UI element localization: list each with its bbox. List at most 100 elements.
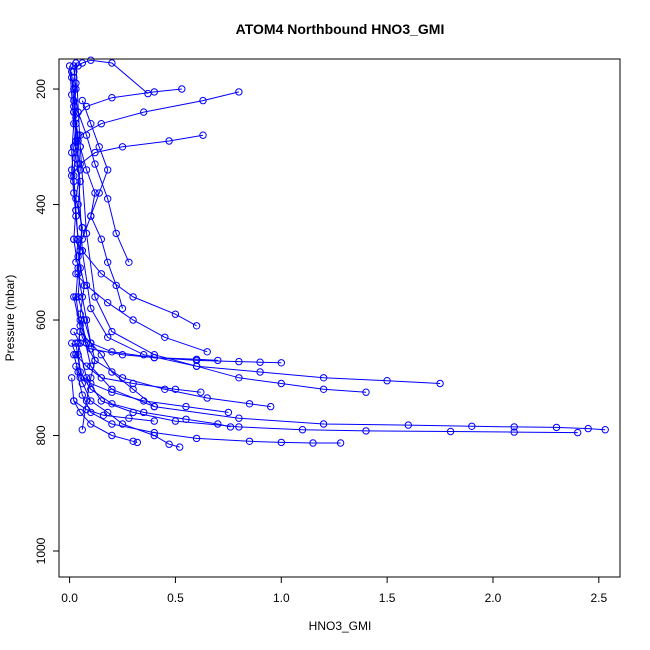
series-line xyxy=(79,319,606,431)
data-point xyxy=(72,351,80,359)
data-point xyxy=(214,420,222,428)
data-point xyxy=(125,414,133,422)
data-point xyxy=(192,322,201,330)
data-point xyxy=(68,374,76,382)
data-point xyxy=(192,362,201,370)
data-point xyxy=(95,143,103,151)
data-point xyxy=(108,420,116,428)
data-point xyxy=(104,333,112,341)
data-point xyxy=(171,385,180,393)
data-point xyxy=(97,374,106,382)
data-point xyxy=(78,426,87,434)
data-point xyxy=(510,428,518,436)
data-point xyxy=(104,299,112,307)
data-point xyxy=(70,351,78,359)
y-tick-label: 200 xyxy=(34,79,48,99)
data-point xyxy=(87,56,95,64)
data-point xyxy=(176,443,184,451)
x-tick-label: 1.5 xyxy=(379,591,396,605)
data-point xyxy=(112,229,120,238)
data-point xyxy=(108,327,116,336)
data-point xyxy=(78,391,87,399)
series-line xyxy=(73,91,240,148)
data-point xyxy=(150,417,159,425)
data-point xyxy=(108,368,116,376)
data-point xyxy=(87,304,95,313)
data-point xyxy=(74,368,82,376)
data-point xyxy=(82,339,91,347)
series-line xyxy=(77,371,229,413)
data-point xyxy=(192,434,201,443)
data-point xyxy=(584,424,592,433)
data-point xyxy=(161,385,169,393)
y-tick-label: 400 xyxy=(34,194,48,214)
y-tick-label: 600 xyxy=(34,310,48,330)
data-point xyxy=(224,408,233,417)
data-point xyxy=(178,85,186,93)
data-point xyxy=(203,348,211,356)
data-point xyxy=(171,310,180,318)
data-point xyxy=(72,206,80,215)
data-point xyxy=(76,408,84,417)
series-line xyxy=(79,146,123,309)
data-point xyxy=(108,400,116,408)
data-point xyxy=(87,120,95,128)
data-point xyxy=(74,264,82,272)
data-point xyxy=(140,108,148,116)
data-point xyxy=(78,59,87,67)
series-line xyxy=(73,238,197,327)
data-point xyxy=(165,440,173,448)
data-point xyxy=(70,120,78,128)
data-point xyxy=(97,270,106,278)
series-line xyxy=(73,400,155,422)
data-point xyxy=(68,73,76,82)
series-line xyxy=(73,59,149,94)
data-point xyxy=(87,385,95,393)
data-point xyxy=(182,415,190,423)
data-point xyxy=(68,148,76,157)
data-point xyxy=(267,402,275,411)
series-line xyxy=(75,366,341,444)
data-point xyxy=(468,422,476,430)
data-point xyxy=(97,235,106,243)
data-point xyxy=(87,212,95,220)
data-point xyxy=(70,397,78,405)
data-point xyxy=(118,420,127,428)
data-point xyxy=(319,374,328,382)
data-point xyxy=(150,431,159,440)
data-point xyxy=(108,94,116,102)
series-line xyxy=(73,331,218,361)
data-point xyxy=(235,88,243,96)
data-point xyxy=(82,131,91,139)
data-point xyxy=(298,426,307,434)
data-point xyxy=(74,351,82,359)
data-point xyxy=(199,131,207,139)
data-point xyxy=(68,339,76,347)
series-line xyxy=(73,77,441,384)
x-tick-label: 2.5 xyxy=(590,591,607,605)
data-point xyxy=(319,385,328,393)
data-point xyxy=(129,379,137,388)
x-axis-label: HNO3_GMI xyxy=(309,619,372,633)
data-point xyxy=(140,397,148,405)
data-point xyxy=(104,195,112,203)
data-point xyxy=(87,397,95,405)
data-point xyxy=(245,400,254,408)
x-tick-label: 0.0 xyxy=(61,591,78,605)
data-point xyxy=(199,96,207,105)
data-point xyxy=(74,293,82,301)
data-point xyxy=(150,88,159,96)
data-point xyxy=(140,351,148,359)
data-point xyxy=(70,327,78,336)
data-point xyxy=(226,423,235,431)
data-point xyxy=(68,166,76,174)
x-axis: 0.0 0.5 1.0 1.5 2.0 2.5 xyxy=(61,576,607,605)
data-point xyxy=(574,428,582,437)
data-point xyxy=(78,223,87,232)
data-point xyxy=(82,362,91,370)
data-point xyxy=(118,143,127,151)
data-point xyxy=(144,89,152,98)
data-point xyxy=(91,189,99,197)
data-point xyxy=(245,437,254,445)
